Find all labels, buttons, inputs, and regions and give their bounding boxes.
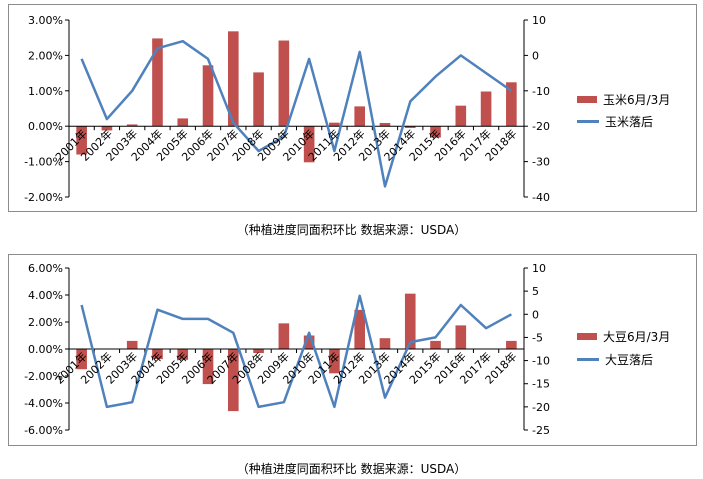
series-line — [80, 294, 513, 409]
right-tick-label: 0 — [532, 49, 539, 62]
left-tick-label: 3.00% — [28, 14, 63, 27]
legend-label: 大豆6月/3月 — [603, 330, 671, 344]
left-tick-label: -2.00% — [24, 191, 63, 204]
legend-label: 大豆落后 — [605, 353, 654, 367]
bar — [506, 82, 517, 127]
bar — [126, 124, 138, 127]
bar — [126, 340, 138, 349]
right-tick-label: -20 — [532, 401, 550, 414]
bar — [152, 38, 163, 127]
left-tick-label: 2.00% — [28, 316, 63, 329]
right-tick-label: 10 — [532, 14, 546, 27]
left-tick-label: 0.00% — [28, 343, 63, 356]
corn-chart-panel: 3.00% 2.00% 1.00% 0.00% -1.00% -2.00% 10 0 -10 -2… — [8, 4, 697, 212]
right-tick-label: -10 — [532, 85, 550, 98]
bar — [278, 323, 290, 349]
series-line — [80, 39, 513, 188]
bar — [329, 122, 340, 127]
bar — [76, 349, 87, 370]
bar — [379, 123, 391, 127]
left-tick-label: -4.00% — [24, 397, 63, 410]
bar — [506, 340, 517, 349]
bar — [455, 105, 467, 127]
right-tick-label: -5 — [532, 331, 543, 344]
bar — [152, 349, 163, 360]
bar — [404, 293, 416, 349]
bar — [101, 126, 113, 131]
bar — [303, 126, 315, 163]
legend-bar-swatch — [577, 96, 597, 103]
right-tick-label: -25 — [532, 424, 550, 437]
bar — [253, 72, 264, 127]
right-tick-label: 10 — [532, 262, 546, 275]
bar — [404, 126, 416, 128]
bar — [177, 118, 189, 127]
left-tick-label: 2.00% — [28, 49, 63, 62]
legend-item-corn-line: 玉米落后 — [577, 113, 653, 130]
bar — [354, 106, 366, 127]
right-tick-label: 5 — [532, 285, 539, 298]
bar — [278, 40, 290, 127]
bar — [379, 338, 391, 349]
legend-bar-swatch — [577, 333, 597, 340]
bar — [455, 325, 467, 349]
soybean-chart-panel: 6.00% 4.00% 2.00% 0.00% -2.00% -4.00% -6.00% 10… — [8, 254, 697, 446]
left-tick-label: 0.00% — [28, 120, 63, 133]
soybean-chart-svg: 6.00% 4.00% 2.00% 0.00% -2.00% -4.00% -6.00% 10… — [24, 262, 550, 437]
legend-line-swatch — [577, 358, 599, 361]
bar — [354, 309, 366, 349]
right-tick-label: -40 — [532, 191, 550, 204]
left-tick-label: 6.00% — [28, 262, 63, 275]
bar — [76, 126, 87, 155]
bar — [480, 91, 492, 127]
bar — [202, 349, 214, 385]
left-tick-label: -2.00% — [24, 370, 63, 383]
right-tick-label: -15 — [532, 378, 550, 391]
bar — [430, 126, 441, 138]
corn-chart-svg: 3.00% 2.00% 1.00% 0.00% -1.00% -2.00% 10 0 -10 -2… — [24, 14, 550, 204]
legend-label: 玉米6月/3月 — [603, 93, 671, 107]
caption: （种植进度同面积环比 数据来源：USDA） — [236, 223, 467, 237]
caption: （种植进度同面积环比 数据来源：USDA） — [236, 462, 467, 476]
left-tick-label: 1.00% — [28, 85, 63, 98]
legend-item-soy-bar: 大豆6月/3月 — [577, 328, 670, 345]
bar — [202, 65, 214, 127]
bar — [227, 31, 239, 127]
right-tick-label: -10 — [532, 355, 550, 368]
left-tick-label: -6.00% — [24, 424, 63, 437]
bar — [227, 349, 239, 412]
right-tick-label: 0 — [532, 308, 539, 321]
bar — [329, 349, 340, 374]
legend-line-swatch — [577, 120, 599, 123]
legend-label: 玉米落后 — [605, 115, 654, 129]
left-tick-label: 4.00% — [28, 289, 63, 302]
right-tick-label: -30 — [532, 156, 550, 169]
bar — [430, 340, 441, 349]
left-tick-label: -1.00% — [24, 156, 63, 169]
legend-item-soy-line: 大豆落后 — [577, 351, 653, 368]
bar — [177, 349, 189, 360]
right-tick-label: -20 — [532, 120, 550, 133]
legend-item-corn-bar: 玉米6月/3月 — [577, 91, 670, 108]
bar — [303, 335, 315, 349]
bar — [253, 349, 264, 354]
